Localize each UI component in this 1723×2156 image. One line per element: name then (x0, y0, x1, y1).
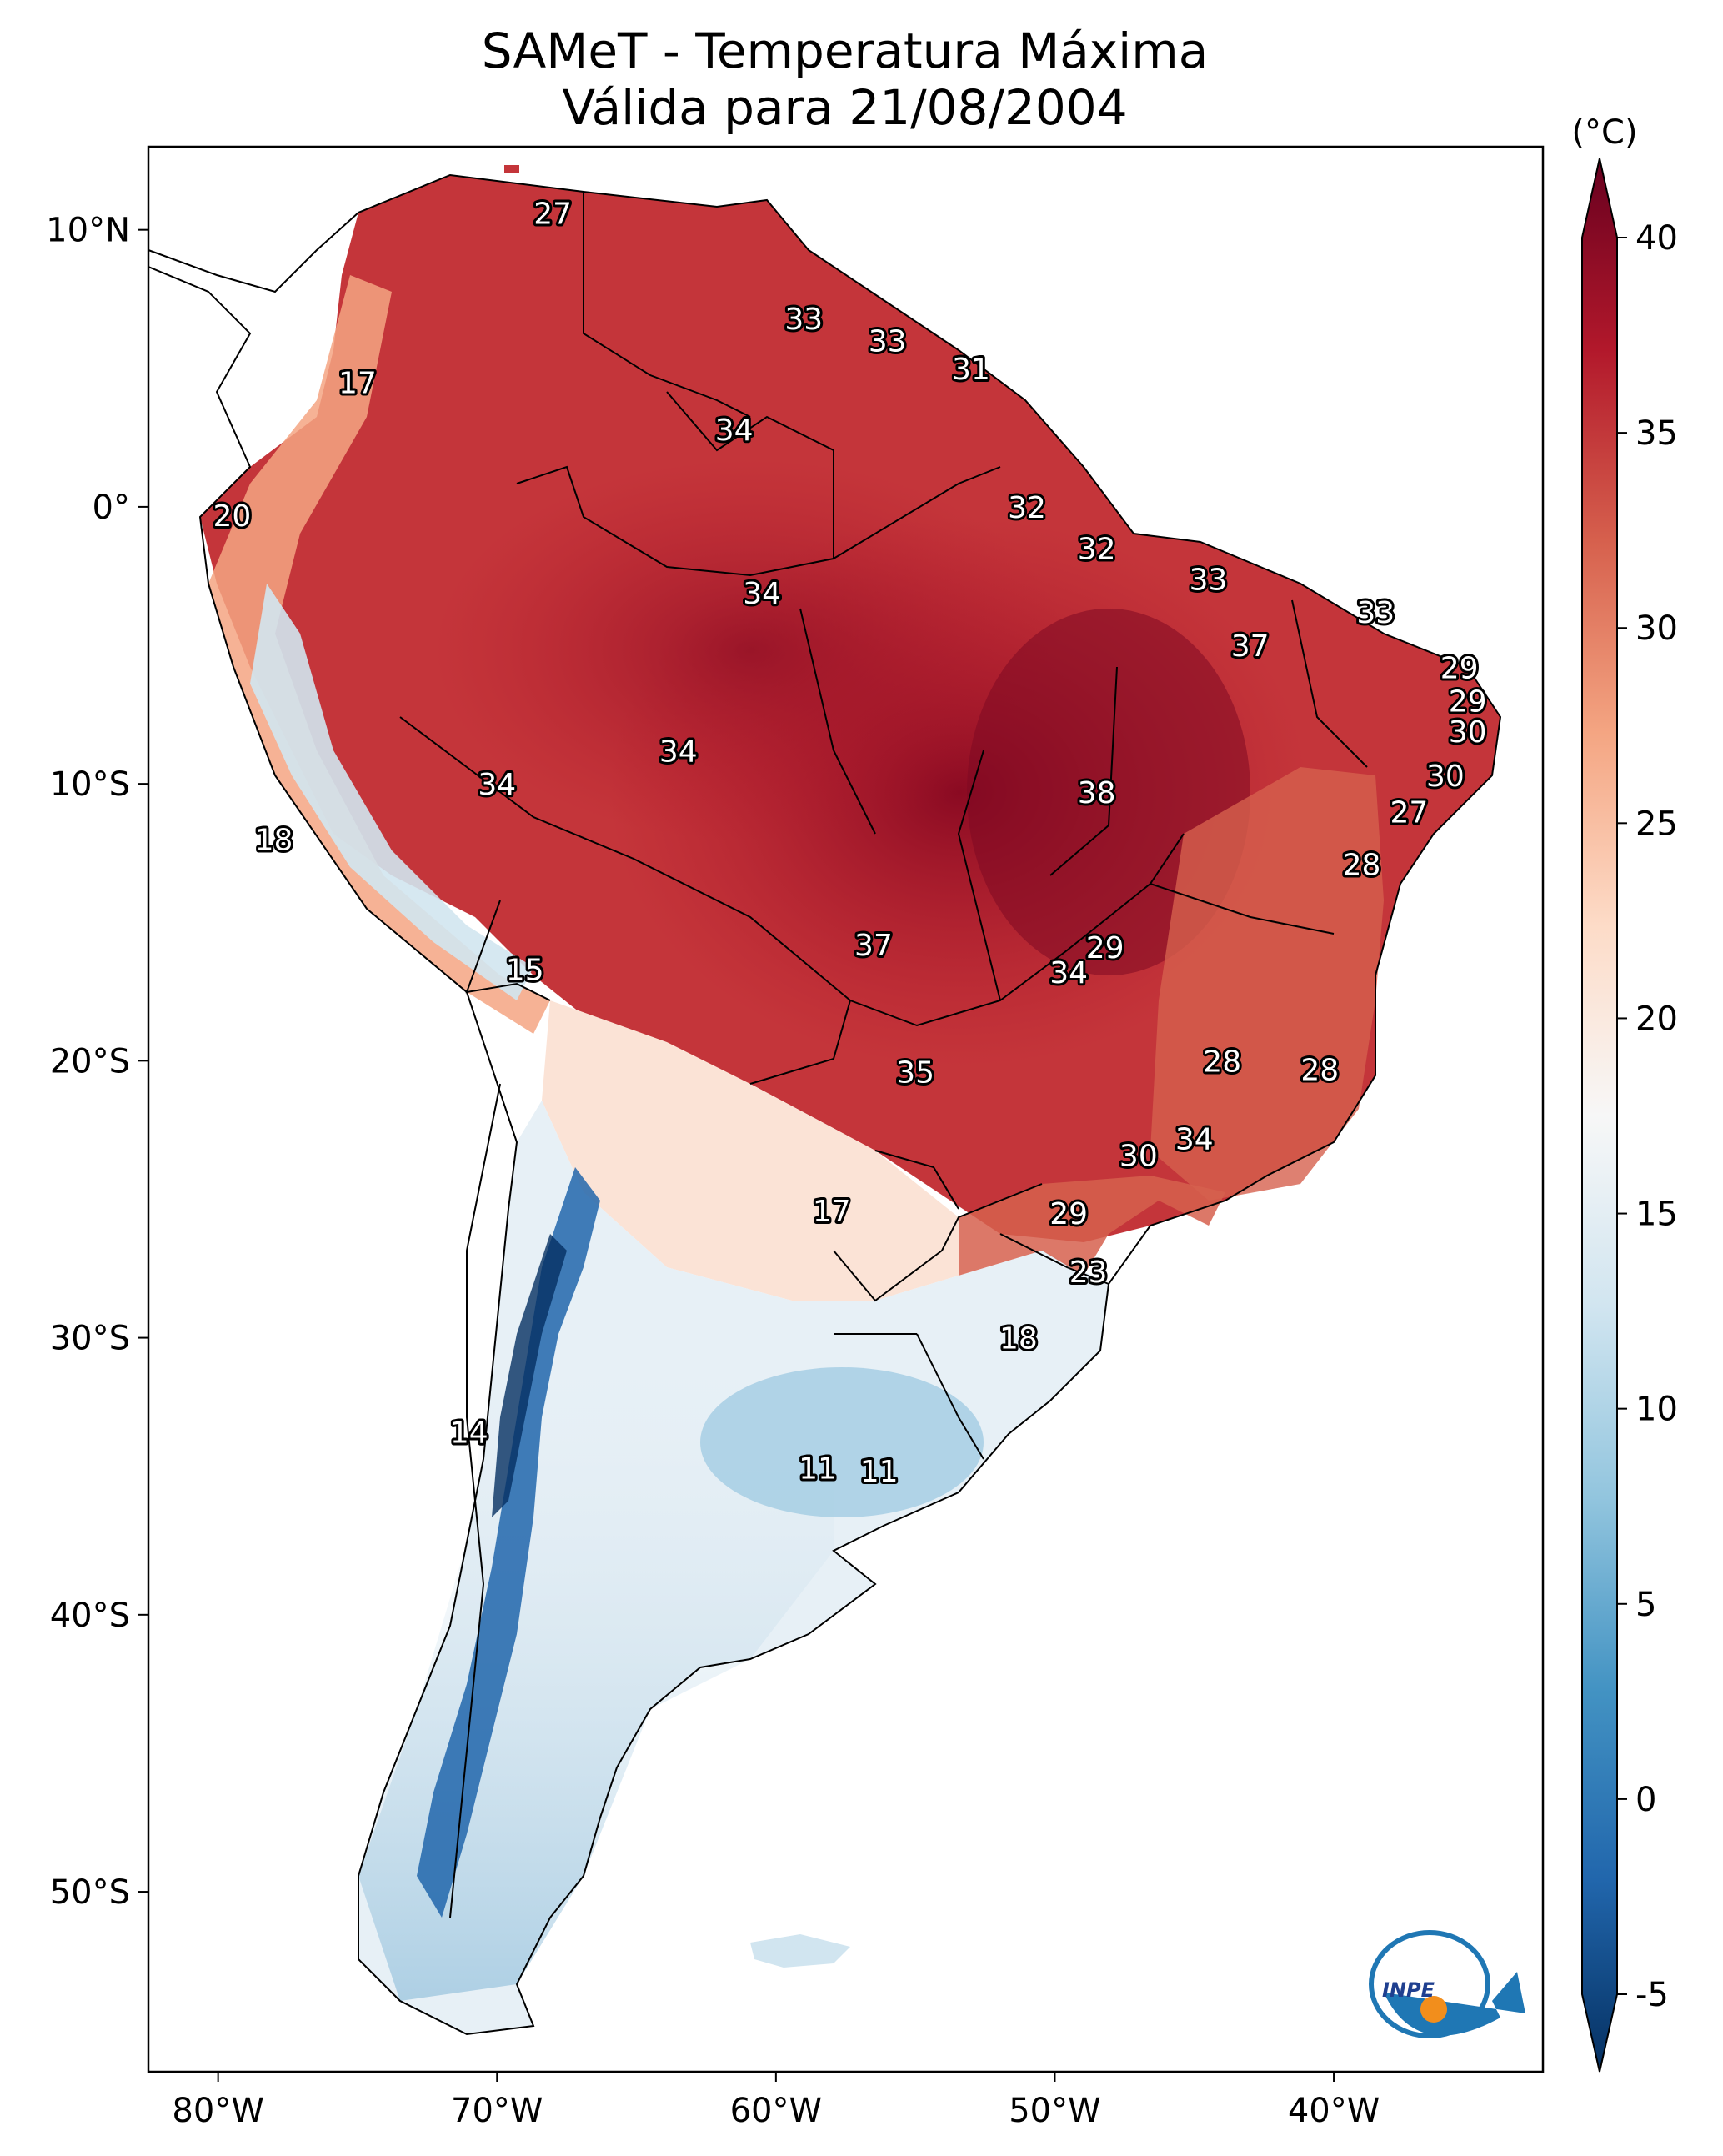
lat-tick-label: 40°S (50, 1597, 130, 1635)
warm-region-east (1150, 767, 1384, 1201)
map-title: SAMeT - Temperatura Máxima (481, 23, 1209, 79)
transition-region (542, 1000, 959, 1301)
hot-core-region-2 (433, 459, 1067, 842)
contour-label: 34 (1175, 1122, 1214, 1156)
colorbar-tick-label: -5 (1635, 1976, 1669, 2014)
map-frame (147, 145, 1545, 2073)
colorbar-unit: (°C) (1571, 113, 1637, 152)
contour-label: 17 (338, 366, 377, 400)
colorbar-tick-label: 10 (1635, 1391, 1678, 1429)
colorbar-tick-label: 0 (1635, 1781, 1656, 1819)
andes-cold-north (250, 584, 533, 1000)
contour-label: 34 (1049, 956, 1088, 990)
inpe-logo-text: INPE (1382, 1978, 1435, 2002)
falkland-islands (750, 1934, 850, 1968)
contour-label: 32 (1078, 533, 1116, 567)
colorbar-tick-label: 5 (1635, 1586, 1656, 1624)
contour-label: 27 (1390, 795, 1428, 830)
colorbar-tick-label: 40 (1635, 219, 1678, 258)
lat-tick-label: 10°S (50, 765, 130, 804)
contour-label: 29 (1049, 1197, 1088, 1231)
contour-label: 34 (659, 735, 698, 769)
longitude-axis: 80°W 70°W 60°W 50°W 40°W (172, 2072, 1380, 2130)
lat-tick-label: 20°S (50, 1042, 130, 1081)
caribbean-islands (746, 210, 766, 228)
southeast-brazil-warm (959, 1176, 1225, 1276)
latitude-axis: 10°N 0° 10°S 20°S 30°S 40°S 50°S (46, 212, 148, 1912)
contour-label: 15 (506, 954, 544, 988)
contour-label: 34 (743, 577, 781, 611)
lon-tick-label: 70°W (451, 2092, 543, 2130)
contour-label: 37 (854, 929, 893, 963)
contour-label: 35 (896, 1056, 934, 1091)
contour-label: 31 (952, 353, 990, 387)
contour-label: 29 (1440, 652, 1479, 686)
contour-label: 34 (715, 414, 754, 448)
colorbar-bar (1581, 158, 1618, 2073)
contour-label: 17 (813, 1195, 851, 1229)
contour-label: 28 (1343, 848, 1381, 882)
andes-cool-north (208, 275, 550, 1034)
contour-label: 28 (1300, 1053, 1339, 1087)
contour-label: 18 (255, 824, 293, 858)
lat-tick-label: 30°S (50, 1320, 130, 1358)
colorbar-tick-label: 25 (1635, 805, 1678, 843)
contour-label: 30 (1119, 1139, 1158, 1173)
caribbean-islands-2 (504, 165, 519, 173)
contour-label: 27 (533, 198, 572, 232)
contour-label: 33 (1356, 596, 1395, 630)
inpe-logo: INPE (1369, 1930, 1525, 2038)
contour-label: 29 (1086, 931, 1124, 965)
contour-label: 33 (1190, 563, 1228, 597)
contour-label: 33 (869, 325, 907, 359)
andes-darkest (492, 1234, 567, 1517)
contour-label: 14 (450, 1416, 488, 1451)
contour-label: 30 (1449, 715, 1487, 750)
contour-label: 28 (1203, 1045, 1241, 1079)
lon-tick-label: 40°W (1288, 2092, 1380, 2130)
andes-cold-south (417, 1167, 600, 1918)
contour-label: 33 (784, 303, 823, 337)
lat-tick-label: 50°S (50, 1873, 130, 1912)
la-plata-cold (700, 1367, 984, 1517)
contour-label: 30 (1426, 760, 1465, 794)
contour-label: 29 (1449, 684, 1487, 719)
lat-tick-label: 0° (93, 489, 130, 527)
map-subtitle: Válida para 21/08/2004 (562, 79, 1128, 136)
contour-label: 11 (799, 1452, 837, 1487)
colorbar-tick-label: 15 (1635, 1196, 1678, 1234)
contour-label: 32 (1008, 491, 1046, 525)
coastline (148, 173, 1502, 2036)
lon-tick-label: 80°W (172, 2092, 263, 2130)
contour-label: 20 (213, 499, 251, 534)
contour-label: 38 (1078, 776, 1116, 810)
colorbar-tick-label: 20 (1635, 1000, 1678, 1038)
lat-tick-label: 10°N (46, 212, 130, 250)
contour-label: 23 (1069, 1256, 1108, 1290)
contour-label: 11 (860, 1455, 899, 1489)
colorbar-tick-label: 35 (1635, 414, 1678, 453)
contour-label: 34 (478, 768, 516, 802)
contour-label: 37 (1231, 629, 1270, 664)
lon-tick-label: 60°W (730, 2092, 822, 2130)
colorbar-tick-label: 30 (1635, 609, 1678, 648)
contour-label: 18 (999, 1322, 1038, 1356)
colorbar-ticks: 40 35 30 25 20 15 10 5 0 -5 (1617, 219, 1678, 2014)
lon-tick-label: 50°W (1009, 2092, 1100, 2130)
